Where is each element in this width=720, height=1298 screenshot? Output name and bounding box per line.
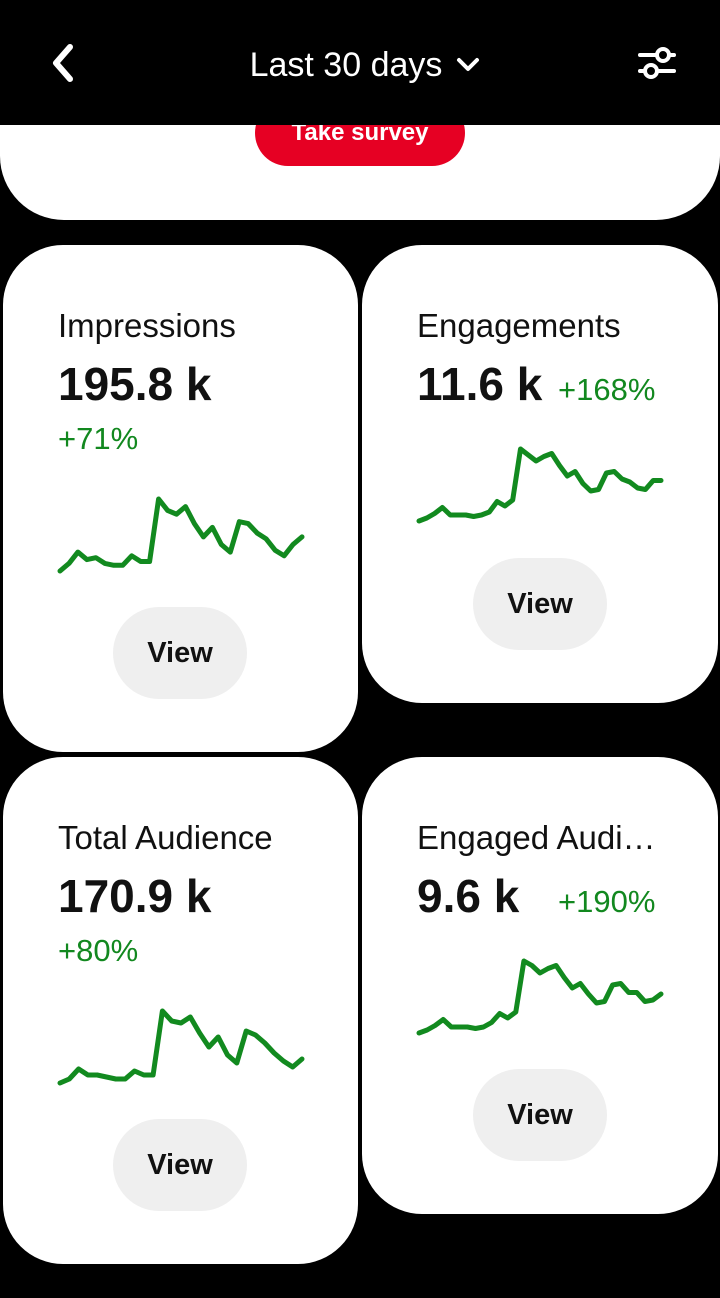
- view-total-audience-button[interactable]: View: [113, 1119, 247, 1211]
- view-impressions-button[interactable]: View: [113, 607, 247, 699]
- card-change: +168%: [558, 372, 656, 407]
- card-change: +80%: [58, 933, 139, 968]
- card-change: +190%: [558, 884, 656, 919]
- card-value: 9.6 k: [417, 870, 520, 922]
- card-value: 11.6 k: [417, 358, 543, 410]
- engaged-audience-sparkline: [416, 958, 664, 1036]
- impressions-sparkline: [57, 496, 305, 574]
- back-button[interactable]: [38, 38, 88, 88]
- engagements-sparkline: [416, 446, 664, 524]
- date-range-dropdown[interactable]: Last 30 days: [215, 35, 515, 95]
- card-change: +71%: [58, 421, 139, 456]
- engaged-audience-card: Engaged Audience 9.6 k +190% View: [362, 757, 718, 1214]
- trend-line: [416, 446, 664, 524]
- card-value: 195.8 k: [58, 358, 212, 410]
- trend-line: [57, 496, 305, 574]
- card-title: Engagements: [417, 307, 621, 344]
- date-range-label: Last 30 days: [249, 45, 443, 84]
- total-audience-sparkline: [57, 1008, 305, 1086]
- top-bar: Last 30 days: [0, 0, 720, 125]
- card-title: Impressions: [58, 307, 236, 344]
- card-title: Total Audience: [58, 819, 273, 856]
- card-title: Engaged Audience: [417, 819, 667, 856]
- chevron-down-icon: [457, 58, 480, 71]
- chevron-left-icon: [53, 44, 73, 82]
- card-value: 170.9 k: [58, 870, 212, 922]
- total-audience-card: Total Audience 170.9 k +80% View: [3, 757, 358, 1264]
- trend-line: [416, 958, 664, 1036]
- filter-button[interactable]: [630, 38, 684, 88]
- view-engaged-audience-button[interactable]: View: [473, 1069, 607, 1161]
- engagements-card: Engagements 11.6 k +168% View: [362, 245, 718, 703]
- view-engagements-button[interactable]: View: [473, 558, 607, 650]
- trend-line: [57, 1008, 305, 1086]
- impressions-card: Impressions 195.8 k +71% View: [3, 245, 358, 752]
- sliders-icon: [638, 47, 676, 79]
